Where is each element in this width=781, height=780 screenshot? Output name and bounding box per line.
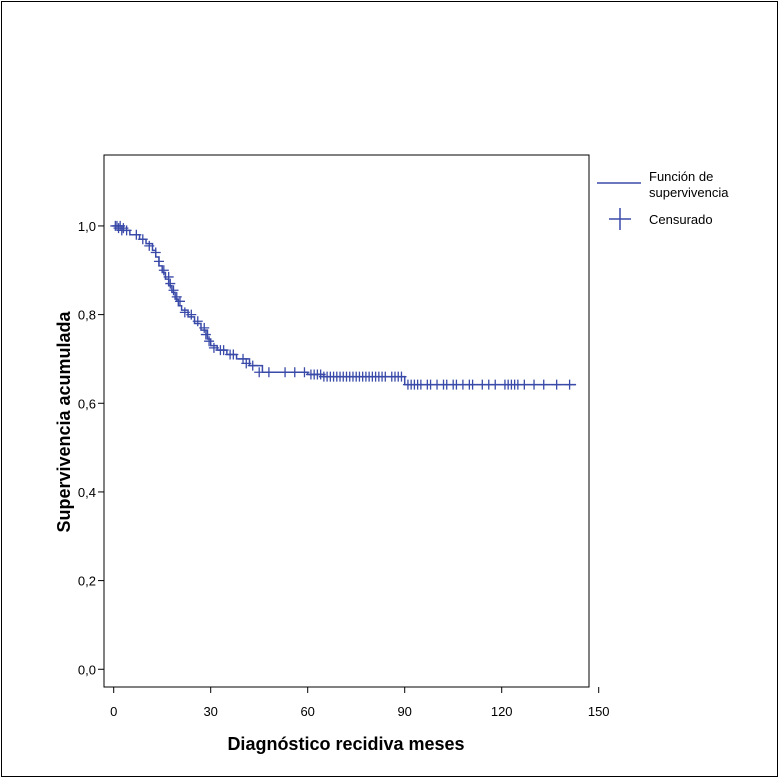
censored-mark — [218, 345, 229, 356]
plot-area — [110, 220, 577, 390]
censored-mark — [168, 285, 179, 296]
survival-step-line — [113, 225, 577, 386]
y-tick-label: 0,6 — [78, 396, 96, 411]
y-tick-label: 0,4 — [78, 485, 96, 500]
censored-mark — [144, 240, 155, 251]
censored-mark — [179, 307, 190, 318]
censored-mark — [564, 379, 575, 390]
censored-mark — [299, 367, 310, 378]
censored-mark — [200, 329, 211, 340]
censored-mark — [192, 316, 203, 327]
censored-mark — [174, 296, 185, 307]
censored-mark — [247, 360, 258, 371]
censored-mark — [186, 309, 197, 320]
x-tick-label: 60 — [300, 704, 314, 719]
censored-mark — [263, 367, 274, 378]
legend-label-survival: supervivencia — [649, 185, 729, 200]
y-tick-label: 0,2 — [78, 574, 96, 589]
censored-mark — [490, 379, 501, 390]
axes-group: 0 30 60 90 120 150 0,0 0,2 0,4 0,6 0,8 1,0 — [78, 154, 610, 719]
censored-mark — [131, 229, 142, 240]
censored-mark — [467, 379, 478, 390]
plot-frame — [103, 154, 590, 688]
x-tick-label: 120 — [491, 704, 513, 719]
x-axis-title: Diagnóstico recidiva meses — [227, 734, 464, 754]
x-tick-label: 30 — [203, 704, 217, 719]
censored-mark — [199, 322, 210, 333]
legend-plus-icon — [609, 208, 631, 230]
censored-mark — [165, 278, 176, 289]
censored-mark — [204, 336, 215, 347]
censored-mark — [551, 379, 562, 390]
censored-mark — [241, 358, 252, 369]
censored-mark — [228, 349, 239, 360]
censored-mark — [158, 265, 169, 276]
censored-mark — [208, 342, 219, 353]
x-tick-label: 90 — [397, 704, 411, 719]
legend-label-censored: Censurado — [649, 212, 713, 227]
censored-mark — [150, 247, 161, 258]
legend-label-survival: Función de — [649, 169, 713, 184]
censored-mark — [153, 256, 164, 267]
censored-mark — [254, 367, 265, 378]
censored-mark — [538, 379, 549, 390]
y-axis-title: Supervivencia acumulada — [54, 310, 74, 532]
x-tick-label: 0 — [110, 704, 117, 719]
censored-mark — [280, 367, 291, 378]
y-tick-label: 0,8 — [78, 308, 96, 323]
censored-mark — [137, 234, 148, 245]
censored-mark — [529, 379, 540, 390]
censored-mark — [121, 225, 132, 236]
censored-mark — [289, 367, 300, 378]
x-tick-label: 150 — [588, 704, 610, 719]
censored-mark — [519, 379, 530, 390]
y-tick-label: 1,0 — [78, 219, 96, 234]
censored-mark — [396, 371, 407, 382]
y-tick-label: 0,0 — [78, 662, 96, 677]
censored-mark — [163, 271, 174, 282]
